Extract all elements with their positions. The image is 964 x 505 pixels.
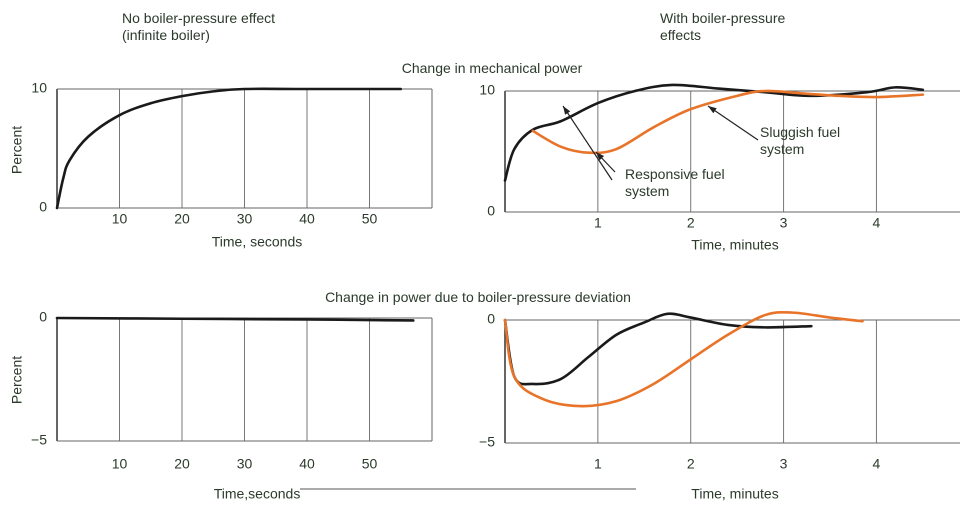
x-tick-label: 2 (687, 215, 695, 231)
y-tick-label: −5 (31, 432, 47, 448)
row-title: Change in power due to boiler-pressure d… (325, 289, 631, 305)
arrow-head (596, 152, 605, 161)
arrow-head (563, 106, 571, 115)
x-axis-label: Time, seconds (212, 234, 303, 250)
x-tick-label: 40 (299, 456, 315, 472)
y-tick-label: 0 (39, 199, 47, 215)
data-line (55, 316, 415, 322)
annotation-arrow (562, 105, 613, 181)
x-tick-label: 1 (594, 215, 602, 231)
column-title: With boiler-pressure effects (660, 10, 786, 43)
x-tick-label: 20 (174, 456, 190, 472)
x-tick-label: 50 (362, 211, 378, 227)
y-tick-label: 10 (479, 82, 495, 98)
x-tick-label: 30 (237, 456, 253, 472)
y-tick-label: −5 (479, 434, 495, 450)
data-line (503, 310, 864, 408)
row-title: Change in mechanical power (401, 60, 583, 76)
column-title: No boiler-pressure effect (infinite boil… (122, 10, 276, 43)
x-tick-label: 20 (174, 211, 190, 227)
x-tick-label: 3 (780, 456, 788, 472)
x-tick-label: 2 (687, 456, 695, 472)
data-line (531, 89, 925, 155)
y-tick-label: 0 (39, 309, 47, 325)
y-tick-label: 10 (31, 80, 47, 96)
annotation: Sluggish fuel system (760, 124, 841, 157)
arrow-head (708, 106, 717, 114)
x-tick-label: 40 (299, 211, 315, 227)
y-tick-label: 0 (487, 311, 495, 327)
y-axis-label: Percent (9, 126, 25, 174)
annotation: Responsive fuel system (625, 166, 725, 199)
y-axis-label: Percent (9, 356, 25, 404)
x-tick-label: 10 (112, 211, 128, 227)
x-axis-label: Time, minutes (691, 237, 778, 253)
x-tick-label: 4 (873, 456, 881, 472)
x-tick-label: 30 (237, 211, 253, 227)
x-tick-label: 4 (873, 215, 881, 231)
x-axis-label: Time, minutes (691, 486, 778, 502)
data-line (55, 87, 403, 210)
y-tick-label: 0 (487, 203, 495, 219)
x-tick-label: 1 (594, 456, 602, 472)
data-line (503, 312, 813, 386)
x-axis-label: Time,seconds (214, 486, 301, 502)
x-tick-label: 10 (112, 456, 128, 472)
x-tick-label: 50 (362, 456, 378, 472)
annotation-arrow (707, 105, 759, 141)
x-tick-label: 3 (780, 215, 788, 231)
